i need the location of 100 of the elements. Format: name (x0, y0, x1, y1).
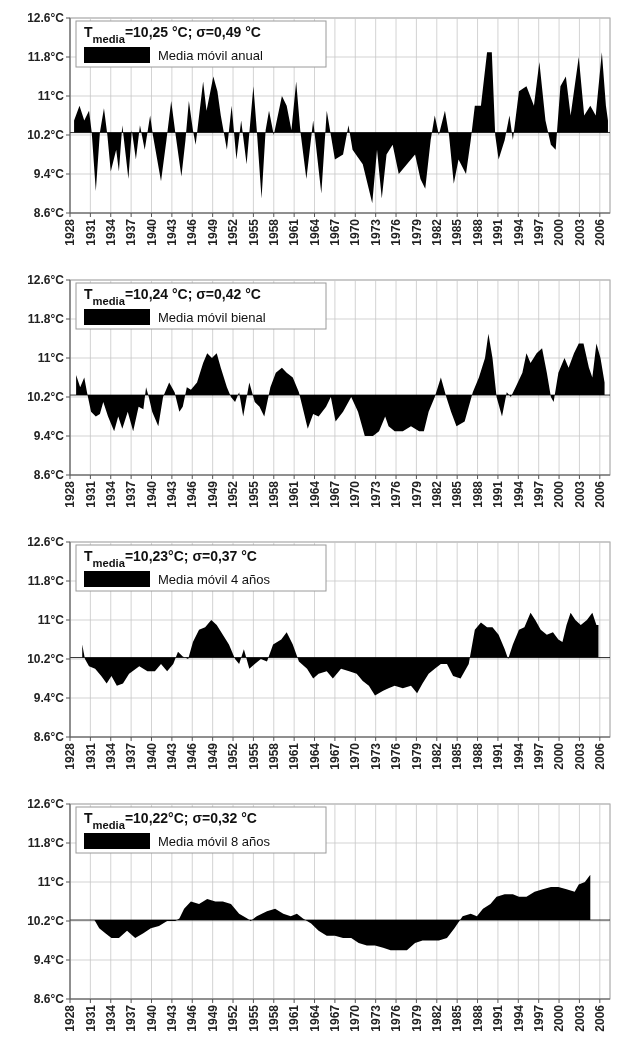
x-tick-label: 1955 (246, 1004, 261, 1032)
x-tick-label: 1934 (103, 1004, 118, 1032)
x-tick-label: 2003 (572, 742, 587, 770)
x-tick-label: 1928 (63, 742, 78, 770)
x-tick-label: 1985 (450, 218, 465, 246)
x-tick-label: 1940 (144, 218, 159, 246)
x-tick-label: 1979 (409, 218, 424, 246)
x-tick-label: 1946 (185, 218, 200, 246)
x-tick-label: 1958 (266, 742, 281, 770)
y-tick-label: 11.8°C (27, 836, 65, 851)
x-tick-label: 1997 (531, 480, 546, 508)
x-tick-label: 1970 (348, 480, 363, 508)
y-tick-label: 12.6°C (27, 11, 65, 26)
x-tick-label: 1958 (266, 480, 281, 508)
x-tick-label: 1937 (124, 742, 139, 770)
series-label: Media móvil anual (158, 48, 263, 63)
x-tick-label: 1967 (328, 1004, 343, 1032)
x-tick-label: 1997 (531, 218, 546, 246)
x-tick-label: 1937 (124, 218, 139, 246)
x-tick-label: 1976 (389, 218, 404, 246)
x-tick-label: 2000 (552, 742, 567, 770)
x-tick-label: 1973 (368, 742, 383, 770)
y-tick-label: 12.6°C (27, 273, 65, 288)
y-tick-label: 9.4°C (33, 953, 65, 968)
y-tick-label: 8.6°C (33, 730, 65, 745)
x-tick-label: 1964 (307, 480, 322, 508)
x-tick-label: 1994 (511, 218, 526, 246)
x-tick-label: 1931 (83, 1004, 98, 1032)
x-tick-label: 2006 (593, 218, 608, 246)
x-tick-label: 1976 (389, 742, 404, 770)
x-tick-label: 1991 (491, 480, 506, 508)
y-tick-label: 10.2°C (27, 390, 65, 405)
y-tick-label: 11°C (37, 875, 65, 890)
x-tick-label: 1988 (470, 480, 485, 508)
x-tick-label: 1970 (348, 1004, 363, 1032)
x-tick-label: 1994 (511, 480, 526, 508)
x-tick-label: 1982 (429, 742, 444, 770)
x-tick-label: 1973 (368, 1004, 383, 1032)
x-tick-label: 1961 (287, 742, 302, 770)
x-tick-label: 1952 (226, 1004, 241, 1032)
x-tick-label: 1970 (348, 218, 363, 246)
x-tick-label: 2000 (552, 480, 567, 508)
x-tick-label: 1952 (226, 742, 241, 770)
x-tick-label: 1943 (165, 480, 180, 508)
x-tick-label: 1967 (328, 218, 343, 246)
x-tick-label: 1994 (511, 1004, 526, 1032)
y-tick-label: 11.8°C (27, 312, 65, 327)
x-tick-label: 1949 (205, 218, 220, 246)
x-tick-label: 1955 (246, 480, 261, 508)
x-tick-label: 2003 (572, 480, 587, 508)
x-tick-label: 1940 (144, 742, 159, 770)
x-tick-label: 1958 (266, 218, 281, 246)
x-tick-label: 1964 (307, 1004, 322, 1032)
x-tick-label: 1985 (450, 1004, 465, 1032)
y-tick-label: 12.6°C (27, 797, 65, 812)
x-tick-label: 1946 (185, 1004, 200, 1032)
y-tick-label: 10.2°C (27, 652, 65, 667)
x-tick-label: 1964 (307, 218, 322, 246)
x-tick-label: 1982 (429, 218, 444, 246)
x-tick-label: 1928 (63, 218, 78, 246)
x-tick-label: 1976 (389, 480, 404, 508)
y-tick-label: 8.6°C (33, 468, 65, 483)
x-tick-label: 1994 (511, 742, 526, 770)
legend: T$_{media}$=10,22°C; σ=0,32 °C Media móvil 8 años (75, 806, 327, 854)
x-tick-label: 1949 (205, 480, 220, 508)
y-tick-label: 11°C (37, 613, 65, 628)
x-tick-label: 1961 (287, 218, 302, 246)
x-tick-label: 1967 (328, 742, 343, 770)
x-tick-label: 1940 (144, 480, 159, 508)
x-tick-label: 1988 (470, 1004, 485, 1032)
x-tick-label: 1958 (266, 1004, 281, 1032)
x-tick-label: 1973 (368, 480, 383, 508)
y-tick-label: 9.4°C (33, 691, 65, 706)
y-tick-label: 10.2°C (27, 128, 65, 143)
x-tick-label: 2000 (552, 1004, 567, 1032)
x-tick-label: 1955 (246, 742, 261, 770)
x-tick-label: 1955 (246, 218, 261, 246)
x-tick-label: 1952 (226, 480, 241, 508)
x-tick-label: 1991 (491, 742, 506, 770)
x-tick-label: 1970 (348, 742, 363, 770)
y-tick-label: 8.6°C (33, 206, 65, 221)
x-tick-label: 1982 (429, 480, 444, 508)
y-tick-label: 12.6°C (27, 535, 65, 550)
x-tick-label: 1997 (531, 742, 546, 770)
x-tick-label: 1997 (531, 1004, 546, 1032)
x-tick-label: 1967 (328, 480, 343, 508)
x-tick-label: 1964 (307, 742, 322, 770)
x-tick-label: 1979 (409, 1004, 424, 1032)
y-tick-label: 9.4°C (33, 429, 65, 444)
x-tick-label: 1934 (103, 742, 118, 770)
y-tick-label: 9.4°C (33, 167, 65, 182)
y-tick-label: 11°C (37, 89, 65, 104)
x-tick-label: 1988 (470, 218, 485, 246)
x-tick-label: 2003 (572, 218, 587, 246)
y-tick-label: 11.8°C (27, 574, 65, 589)
x-tick-label: 1976 (389, 1004, 404, 1032)
x-tick-label: 1946 (185, 742, 200, 770)
x-tick-label: 1982 (429, 1004, 444, 1032)
x-tick-label: 1985 (450, 480, 465, 508)
x-tick-label: 1949 (205, 742, 220, 770)
